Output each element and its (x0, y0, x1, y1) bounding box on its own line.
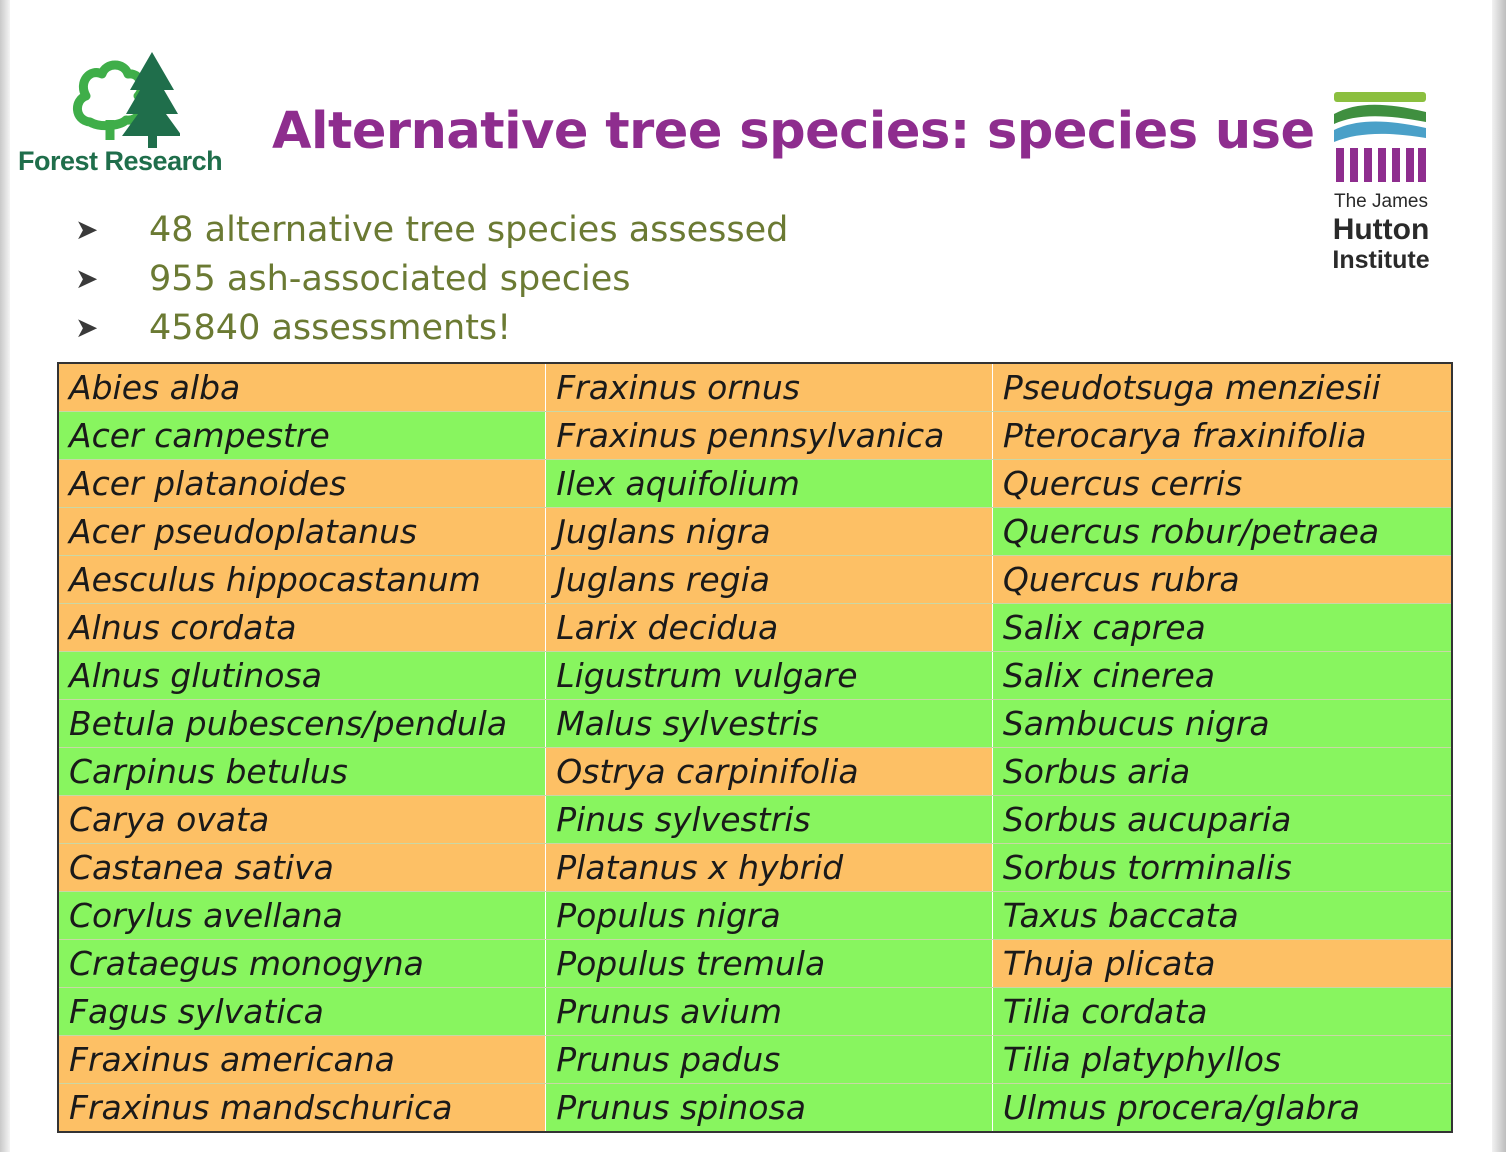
arrow-bullet-icon: ➤ (75, 213, 99, 246)
hutton-line-the-james: The James (1334, 191, 1428, 212)
species-cell: Juglans nigra (545, 507, 993, 556)
species-cell: Sambucus nigra (992, 699, 1453, 749)
table-row: Betula pubescens/pendula Malus sylvestris… (58, 699, 1453, 749)
species-cell: Larix decidua (545, 603, 993, 652)
species-cell: Abies alba (58, 363, 547, 412)
species-cell: Crataegus monogyna (58, 939, 547, 989)
species-cell: Castanea sativa (58, 843, 547, 893)
hutton-wave-logo-icon (1334, 92, 1426, 182)
table-row: Aesculus hippocastanum Juglans regia Querc… (58, 555, 1453, 604)
bullet-text: 955 ash-associated species (149, 258, 631, 299)
species-cell: Sorbus aria (992, 747, 1453, 797)
species-cell: Ostrya carpinifolia (545, 747, 993, 797)
james-hutton-logo: The James Hutton Institute (1326, 92, 1436, 292)
table-row: Acer campestre Fraxinus pennsylvanica Pter… (58, 411, 1453, 460)
species-cell: Taxus baccata (992, 891, 1453, 941)
species-cell: Fraxinus ornus (545, 363, 993, 412)
species-cell: Prunus avium (545, 987, 993, 1037)
species-cell: Prunus spinosa (545, 1083, 993, 1133)
species-cell: Corylus avellana (58, 891, 547, 941)
table-row: Alnus cordata Larix decidua Salix caprea (58, 603, 1453, 652)
table-row: Fagus sylvatica Prunus avium Tilia cordata (58, 987, 1453, 1037)
bullet-item: ➤ 45840 assessments! (75, 303, 788, 352)
bullet-text: 48 alternative tree species assessed (149, 209, 789, 250)
species-cell: Carpinus betulus (58, 747, 547, 797)
species-cell: Quercus robur/petraea (992, 507, 1453, 556)
table-row: Carya ovata Pinus sylvestris Sorbus aucupa… (58, 795, 1453, 845)
species-table: Abies alba Fraxinus ornus Pseudotsuga menz… (57, 362, 1453, 1133)
species-cell: Betula pubescens/pendula (58, 699, 547, 749)
bullet-item: ➤ 955 ash-associated species (75, 254, 788, 303)
species-cell: Quercus rubra (992, 555, 1453, 604)
species-cell: Salix caprea (992, 603, 1453, 652)
species-cell: Malus sylvestris (545, 699, 993, 749)
species-cell: Carya ovata (58, 795, 547, 845)
species-cell: Ulmus procera/glabra (992, 1083, 1453, 1133)
tree-logo-icon (73, 52, 180, 148)
species-cell: Sorbus aucuparia (992, 795, 1453, 845)
summary-bullets: ➤ 48 alternative tree species assessed ➤… (75, 205, 788, 352)
species-cell: Ilex aquifolium (545, 459, 993, 508)
hutton-wordmark: The James Hutton Institute (1326, 192, 1436, 273)
species-cell: Tilia cordata (992, 987, 1453, 1037)
hutton-line-hutton: Hutton (1332, 213, 1430, 246)
page-title: Alternative tree species: species use (272, 102, 1315, 161)
species-cell: Fraxinus pennsylvanica (545, 411, 993, 460)
species-cell: Quercus cerris (992, 459, 1453, 508)
species-cell: Thuja plicata (992, 939, 1453, 989)
species-cell: Pinus sylvestris (545, 795, 993, 845)
arrow-bullet-icon: ➤ (75, 262, 99, 295)
species-cell: Prunus padus (545, 1035, 993, 1085)
species-cell: Fagus sylvatica (58, 987, 547, 1037)
species-cell: Acer platanoides (58, 459, 547, 508)
species-cell: Fraxinus mandschurica (58, 1083, 547, 1133)
species-cell: Alnus glutinosa (58, 651, 547, 700)
arrow-bullet-icon: ➤ (75, 311, 99, 344)
species-cell: Salix cinerea (992, 651, 1453, 700)
species-cell: Alnus cordata (58, 603, 547, 652)
table-row: Abies alba Fraxinus ornus Pseudotsuga menz… (58, 363, 1453, 412)
forest-research-name: Forest Research (18, 146, 223, 176)
table-row: Corylus avellana Populus nigra Taxus bacca… (58, 891, 1453, 941)
bullet-item: ➤ 48 alternative tree species assessed (75, 205, 788, 254)
hutton-line-institute: Institute (1332, 246, 1430, 274)
table-row: Acer platanoides Ilex aquifolium Quercus c… (58, 459, 1453, 508)
table-row: Crataegus monogyna Populus tremula Thuja p… (58, 939, 1453, 989)
species-cell: Pseudotsuga menziesii (992, 363, 1453, 412)
table-row: Carpinus betulus Ostrya carpinifolia Sorbu… (58, 747, 1453, 797)
table-row: Alnus glutinosa Ligustrum vulgare Salix ci… (58, 651, 1453, 700)
species-cell: Pterocarya fraxinifolia (992, 411, 1453, 460)
species-cell: Platanus x hybrid (545, 843, 993, 893)
species-cell: Tilia platyphyllos (992, 1035, 1453, 1085)
bullet-text: 45840 assessments! (149, 307, 512, 348)
forest-research-logo: Forest Research (18, 48, 233, 188)
species-cell: Sorbus torminalis (992, 843, 1453, 893)
table-row: Acer pseudoplatanus Juglans nigra Quercus … (58, 507, 1453, 556)
table-row: Fraxinus mandschurica Prunus spinosa Ulmus… (58, 1083, 1453, 1133)
species-cell: Juglans regia (545, 555, 993, 604)
species-cell: Ligustrum vulgare (545, 651, 993, 700)
species-table-body: Abies alba Fraxinus ornus Pseudotsuga menz… (58, 363, 1453, 1133)
table-row: Castanea sativa Platanus x hybrid Sorbus t… (58, 843, 1453, 893)
species-cell: Populus nigra (545, 891, 993, 941)
species-cell: Aesculus hippocastanum (58, 555, 547, 604)
species-cell: Acer pseudoplatanus (58, 507, 547, 556)
table-row: Fraxinus americana Prunus padus Tilia plat… (58, 1035, 1453, 1085)
right-edge-shadow (1492, 0, 1506, 1152)
species-cell: Populus tremula (545, 939, 993, 989)
species-cell: Fraxinus americana (58, 1035, 547, 1085)
left-edge-shadow (0, 0, 10, 1152)
species-cell: Acer campestre (58, 411, 547, 460)
